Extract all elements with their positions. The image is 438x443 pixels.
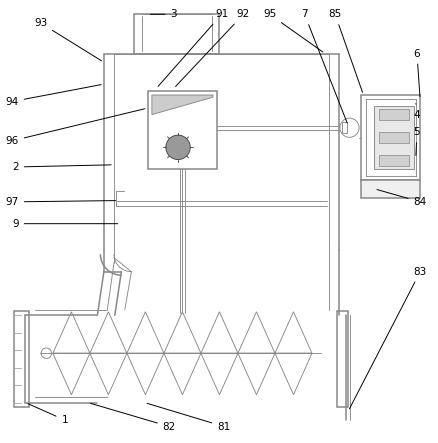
- Bar: [14, 311, 29, 407]
- Bar: [341, 122, 346, 133]
- Text: 96: 96: [6, 109, 145, 146]
- Text: 95: 95: [262, 9, 322, 52]
- Polygon shape: [152, 95, 212, 115]
- Bar: [378, 155, 408, 166]
- Text: 6: 6: [413, 49, 419, 97]
- Bar: [360, 180, 419, 198]
- Text: 9: 9: [12, 219, 117, 229]
- Bar: [147, 91, 217, 169]
- Text: 2: 2: [12, 162, 111, 172]
- Circle shape: [166, 135, 190, 159]
- Text: 4: 4: [413, 104, 419, 120]
- Text: 82: 82: [90, 403, 176, 431]
- Text: 92: 92: [175, 9, 250, 86]
- Text: 3: 3: [150, 9, 177, 19]
- Bar: [378, 109, 408, 120]
- Text: 7: 7: [300, 9, 346, 123]
- Bar: [374, 106, 413, 169]
- Text: 81: 81: [147, 403, 230, 431]
- Text: 5: 5: [413, 127, 419, 155]
- Text: 85: 85: [328, 9, 362, 93]
- Bar: [360, 95, 419, 180]
- Text: 97: 97: [6, 197, 115, 207]
- Text: 84: 84: [376, 190, 426, 207]
- Bar: [378, 132, 408, 143]
- Bar: [336, 311, 347, 407]
- Text: 1: 1: [28, 404, 68, 425]
- Text: 93: 93: [34, 18, 101, 61]
- Text: 91: 91: [158, 9, 228, 86]
- Text: 83: 83: [349, 267, 426, 409]
- Text: 94: 94: [6, 85, 101, 106]
